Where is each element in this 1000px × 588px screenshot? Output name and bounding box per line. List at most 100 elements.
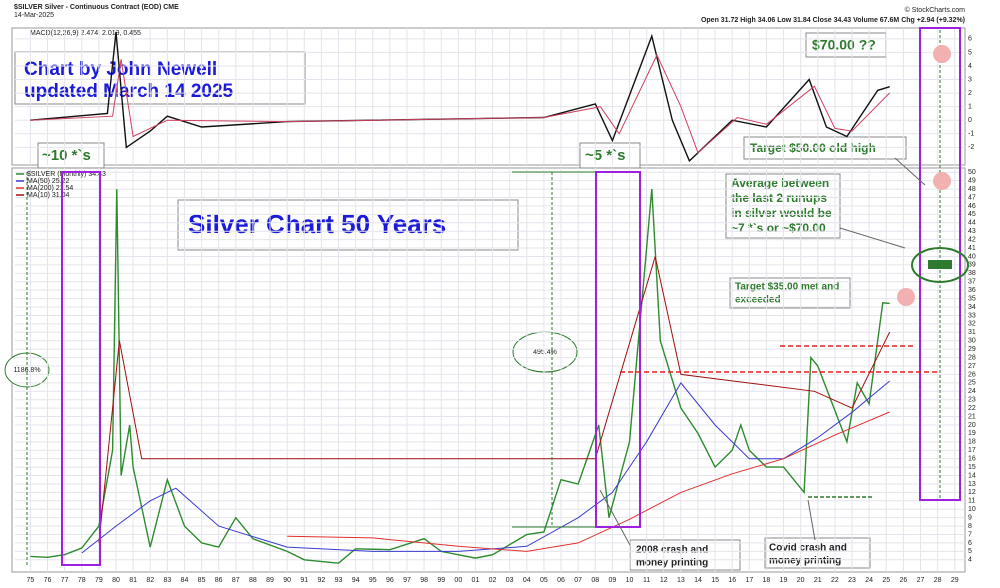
headline: Silver Chart 50 Years: [188, 209, 446, 239]
annotation-line: Covid crash and: [769, 543, 847, 554]
y-tick-label: 12: [968, 489, 976, 496]
x-tick-label: 19: [780, 577, 788, 584]
x-tick-label: 77: [61, 577, 69, 584]
x-tick-label: 00: [454, 577, 462, 584]
y-tick-label: 19: [968, 430, 976, 437]
x-tick-label: 27: [917, 577, 925, 584]
target35-box: [729, 277, 851, 309]
author-box: [14, 51, 306, 105]
y-tick-label: 5: [968, 49, 972, 56]
x-tick-label: 91: [300, 577, 308, 584]
y-tick-label: 37: [968, 279, 976, 286]
y-tick-label: 26: [968, 371, 976, 378]
run1-frame: [61, 171, 101, 566]
series-line: [30, 32, 890, 163]
covid-text: Covid crash and money printing: [769, 543, 847, 567]
y-tick-label: 31: [968, 329, 976, 336]
legend-label: $SILVER (Monthly) 34.43: [27, 171, 106, 178]
marker: [897, 288, 915, 306]
y-tick-label: 47: [968, 194, 976, 201]
y-tick-label: 38: [968, 270, 976, 277]
x-tick-label: 09: [608, 577, 616, 584]
y-tick-label: 11: [968, 498, 975, 505]
x-tick-label: 25: [882, 577, 890, 584]
y-tick-label: 25: [968, 380, 976, 387]
x-tick-label: 96: [386, 577, 394, 584]
x-tick-label: 07: [574, 577, 582, 584]
y-tick-label: 5: [968, 548, 972, 555]
x-tick-label: 26: [899, 577, 907, 584]
x-tick-label: 97: [403, 577, 411, 584]
y-tick-label: 15: [968, 464, 976, 471]
target-ellipse: [911, 247, 969, 283]
author: Chart by John Newell: [24, 59, 217, 80]
y-tick-label: 4: [968, 63, 972, 70]
target50-box: [743, 136, 907, 160]
y-tick-label: 13: [968, 481, 976, 488]
target-frame: [919, 27, 961, 501]
y-tick-label: 50: [968, 169, 976, 176]
x-tick-label: 92: [317, 577, 325, 584]
series-line: [30, 189, 890, 564]
credit: © StockCharts.com: [905, 6, 966, 14]
symbol: $SILVER Silver - Continuous Contract (EO…: [14, 4, 179, 11]
y-tick-label: 23: [968, 397, 976, 404]
x-tick-label: 08: [591, 577, 599, 584]
y-tick-label: 9: [968, 515, 972, 522]
y-tick-label: 49: [968, 177, 976, 184]
x-tick-label: 18: [763, 577, 771, 584]
annotation-line: Target $35.00 met and: [735, 282, 839, 293]
x-tick-label: 22: [831, 577, 839, 584]
y-tick-label: 29: [968, 346, 976, 353]
run2-frame: [595, 171, 641, 528]
x-tick-label: 90: [283, 577, 291, 584]
y-tick-label: 6: [968, 36, 972, 43]
x-tick-label: 83: [163, 577, 171, 584]
x-tick-label: 12: [660, 577, 668, 584]
y-tick-label: 3: [968, 76, 972, 83]
x-tick-label: 93: [335, 577, 343, 584]
y-tick-label: 30: [968, 338, 976, 345]
y-tick-label: -2: [968, 144, 974, 151]
y-tick-label: 4: [968, 557, 972, 564]
x-tick-label: 84: [181, 577, 189, 584]
pct2: 495.4%: [533, 349, 557, 356]
y-tick-label: -1: [968, 131, 974, 138]
y-tick-label: 48: [968, 186, 976, 193]
y-tick-label: 20: [968, 422, 976, 429]
y-tick-label: 39: [968, 262, 976, 269]
x-tick-label: 82: [146, 577, 154, 584]
y-tick-label: 28: [968, 354, 976, 361]
date: 14-Mar-2025: [14, 12, 54, 19]
series-line: [287, 411, 890, 552]
x-tick-label: 81: [129, 577, 137, 584]
y-tick-label: 16: [968, 456, 976, 463]
series-line: [30, 53, 891, 154]
annotation-line: Average between: [731, 176, 829, 190]
y-tick-label: 7: [968, 531, 972, 538]
x-tick-label: 95: [369, 577, 377, 584]
y-tick-label: 32: [968, 321, 976, 328]
x-tick-label: 89: [266, 577, 274, 584]
x-tick-label: 17: [745, 577, 753, 584]
x-tick-label: 80: [112, 577, 120, 584]
y-tick-label: 41: [968, 245, 976, 252]
x-tick-label: 78: [78, 577, 86, 584]
marker: [933, 45, 951, 63]
y-tick-label: 14: [968, 472, 976, 479]
y-tick-label: 6: [968, 540, 972, 547]
pointer: [807, 499, 816, 541]
x-tick-label: 76: [44, 577, 52, 584]
legend-label: MA(200) 21.54: [27, 185, 73, 192]
x-tick-label: 29: [951, 577, 959, 584]
y-tick-label: 24: [968, 388, 976, 395]
x-tick-label: 16: [728, 577, 736, 584]
x-tick-label: 23: [848, 577, 856, 584]
target70-box: [805, 32, 887, 58]
x-tick-label: 02: [489, 577, 497, 584]
x-tick-label: 88: [249, 577, 257, 584]
y-tick-label: 44: [968, 220, 976, 227]
y-tick-label: 46: [968, 203, 976, 210]
y-tick-label: 36: [968, 287, 976, 294]
